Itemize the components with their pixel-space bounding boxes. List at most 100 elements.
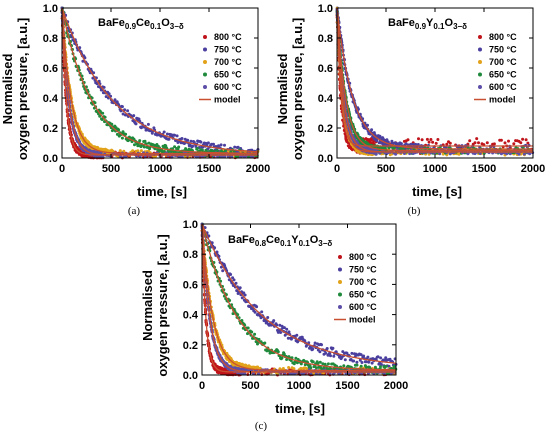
data-point [492,142,496,146]
data-point [104,95,108,99]
legend-label: 750 °C [489,45,517,55]
compound-label: BaFe0.9Ce0.1O3−δ [98,17,184,31]
y-tick-label: 0.2 [43,123,58,135]
data-point [126,109,130,113]
data-point [324,351,328,355]
data-point [379,356,383,360]
panel-a: 0.00.20.40.60.81.00 500 1000 1500 2000time, … [0,3,270,217]
data-point [285,327,289,331]
data-point [457,152,461,156]
data-point [417,137,420,141]
compound-part: 0.9 [125,22,137,31]
data-point [200,148,204,152]
compound-part: BaFe [388,17,415,29]
compound-part: 3−δ [453,22,467,31]
data-point [235,289,239,293]
data-point [195,146,199,150]
data-point [120,105,124,109]
data-point [143,139,147,143]
model-line-3 [336,7,533,152]
data-point [101,155,105,159]
x-tick-label: 1500 [197,163,221,175]
data-point [287,366,291,369]
legend-label: 650 °C [489,70,517,80]
data-point [425,137,429,141]
data-point [390,139,394,143]
data-point [219,143,223,147]
y-axis-title: Normalisedoxygen pressure, [a.u.] [0,18,30,160]
legend-label: model [489,95,516,105]
data-point [110,122,114,126]
data-point [199,140,203,144]
data-point [508,152,512,156]
data-point [280,356,284,360]
data-point [366,355,370,359]
data-point [150,131,154,135]
data-point [177,145,181,149]
x-tick-label: 1000 [148,163,172,175]
data-point [139,126,143,130]
y-tick-label: 0.0 [318,153,333,165]
data-point [220,149,223,153]
data-point [499,138,503,142]
x-tick-label: 2000 [521,163,545,175]
legend-marker [478,35,482,39]
data-point [473,141,477,145]
data-point [399,142,403,146]
data-point [167,137,171,141]
y-tick-label: 0.4 [43,93,59,105]
y-axis-title-line-2: oxygen pressure, [a.u.] [290,18,305,160]
data-point [343,358,347,362]
data-point [243,293,247,297]
compound-label: BaFe0.9Y0.1O3−δ [388,17,467,31]
data-point [162,130,166,134]
data-point [286,336,290,340]
x-tick-label: 0 [59,163,65,175]
legend-marker [203,47,207,52]
data-point [266,316,270,319]
y-tick-label: 1.0 [318,3,333,15]
compound-part: 0.9 [415,22,427,31]
data-point [99,151,103,155]
data-point [524,138,528,142]
compound-part: Y [426,17,434,29]
data-point [318,350,322,354]
data-point [224,149,227,153]
data-point [436,138,440,141]
data-point [206,141,210,145]
data-point [406,138,410,142]
data-point [98,114,102,118]
data-point [332,354,336,358]
data-point [107,92,111,96]
data-point [445,142,449,146]
data-point [355,360,359,364]
panel-b: 0.00.20.40.60.81.00 500 1000 1500 2000time, … [275,3,545,217]
data-point [221,269,225,273]
data-point [92,71,96,75]
data-point [175,134,179,138]
legend-label: 700 °C [489,57,517,67]
data-point [378,134,382,138]
data-point [364,360,368,364]
data-point [466,152,470,156]
data-point [118,149,122,153]
data-point [212,142,215,146]
data-point [275,323,279,327]
y-axis-title-line-1: Normalised [275,54,290,125]
data-point [366,123,369,127]
data-point [478,152,482,155]
data-point [359,364,363,368]
data-point [427,140,431,144]
panel-c: 0.00.20.40.60.81.00 500 1000 1500 2000time, … [140,219,408,432]
data-point [279,331,283,334]
data-point [173,145,177,149]
legend-marker [203,85,207,89]
data-point [505,152,509,156]
data-point [431,140,435,144]
data-point [313,341,317,345]
data-point [409,142,413,146]
data-point [162,150,166,153]
legend-marker [478,72,482,77]
y-tick-label: 0.8 [318,33,333,45]
